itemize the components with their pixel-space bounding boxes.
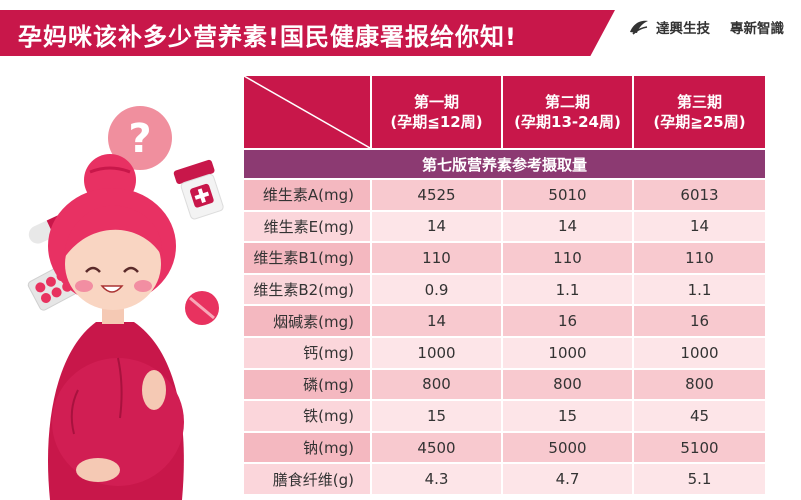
medicine-bottle-icon	[173, 159, 224, 220]
table-cell: 1000	[503, 335, 634, 368]
row-label: 维生素B2(mg)	[244, 272, 372, 305]
table-row: 烟碱素(mg) 14 16 16	[244, 304, 765, 336]
table-cell: 5.1	[634, 462, 765, 494]
table-cell: 15	[372, 399, 503, 431]
table-cell: 4.3	[372, 462, 503, 494]
row-label: 磷(mg)	[244, 367, 372, 400]
table-cell: 110	[634, 241, 765, 273]
tablet-icon	[185, 291, 219, 325]
table-cell: 45	[634, 399, 765, 431]
table-row: 维生素A(mg) 4525 5010 6013	[244, 178, 765, 210]
table-cell: 16	[503, 304, 634, 336]
brand-name-secondary: 專新智識	[730, 21, 784, 37]
row-label: 维生素E(mg)	[244, 209, 372, 242]
table-row: 钙(mg) 1000 1000 1000	[244, 335, 765, 368]
table-cell: 6013	[634, 178, 765, 210]
table-row: 铁(mg) 15 15 45	[244, 399, 765, 431]
table-cell: 16	[634, 304, 765, 336]
table-cell: 14	[372, 304, 503, 336]
brand-logo-icon	[630, 20, 648, 35]
table-cell: 110	[372, 241, 503, 273]
row-label: 钠(mg)	[244, 430, 372, 463]
table-cell: 800	[503, 367, 634, 400]
diagonal-line	[244, 76, 370, 148]
pregnant-woman-illustration: ?	[27, 106, 224, 500]
nutrient-table: 第一期 (孕期≦12周) 第二期 (孕期13-24周) 第三期 (孕期≧25周)…	[244, 76, 765, 494]
table-cell: 4.7	[503, 462, 634, 494]
row-label: 维生素A(mg)	[244, 178, 372, 210]
table-cell: 15	[503, 399, 634, 431]
table-row: 膳食纤维(g) 4.3 4.7 5.1	[244, 462, 765, 494]
page-title: 孕妈咪该补多少营养素!国民健康署报给你知!	[18, 23, 517, 51]
table-cell: 800	[372, 367, 503, 400]
table-cell: 1000	[372, 335, 503, 368]
table-cell: 800	[634, 367, 765, 400]
table-cell: 1000	[634, 335, 765, 368]
row-label: 膳食纤维(g)	[244, 462, 372, 494]
table-row: 维生素B2(mg) 0.9 1.1 1.1	[244, 272, 765, 305]
table-cell: 0.9	[372, 272, 503, 305]
table-cell: 14	[372, 209, 503, 242]
row-label: 钙(mg)	[244, 335, 372, 368]
table-cell: 1.1	[503, 272, 634, 305]
row-label: 维生素B1(mg)	[244, 241, 372, 273]
table-cell: 1.1	[634, 272, 765, 305]
table-cell: 14	[503, 209, 634, 242]
table-cell: 110	[503, 241, 634, 273]
table-row: 钠(mg) 4500 5000 5100	[244, 430, 765, 463]
table-row: 磷(mg) 800 800 800	[244, 367, 765, 400]
table-row: 维生素E(mg) 14 14 14	[244, 209, 765, 242]
column-header-trimester-3: 第三期 (孕期≧25周)	[634, 76, 765, 148]
table-cell: 5010	[503, 178, 634, 210]
table-cell: 14	[634, 209, 765, 242]
table-cell: 4525	[372, 178, 503, 210]
table-cell: 4500	[372, 430, 503, 463]
table-subheader: 第七版营养素参考摄取量	[244, 148, 765, 178]
bubble-glyph: ?	[128, 116, 151, 162]
brand: 達興生技 專新智識	[628, 14, 784, 40]
title-banner: 孕妈咪该补多少营养素!国民健康署报给你知!	[0, 10, 615, 56]
table-cell: 5100	[634, 430, 765, 463]
row-label: 铁(mg)	[244, 399, 372, 431]
brand-name-primary: 達興生技	[656, 21, 710, 37]
column-header-trimester-2: 第二期 (孕期13-24周)	[503, 76, 634, 148]
table-cell: 5000	[503, 430, 634, 463]
row-label: 烟碱素(mg)	[244, 304, 372, 336]
column-header-trimester-1: 第一期 (孕期≦12周)	[372, 76, 503, 148]
table-corner-cell	[244, 76, 372, 148]
table-row: 维生素B1(mg) 110 110 110	[244, 241, 765, 273]
